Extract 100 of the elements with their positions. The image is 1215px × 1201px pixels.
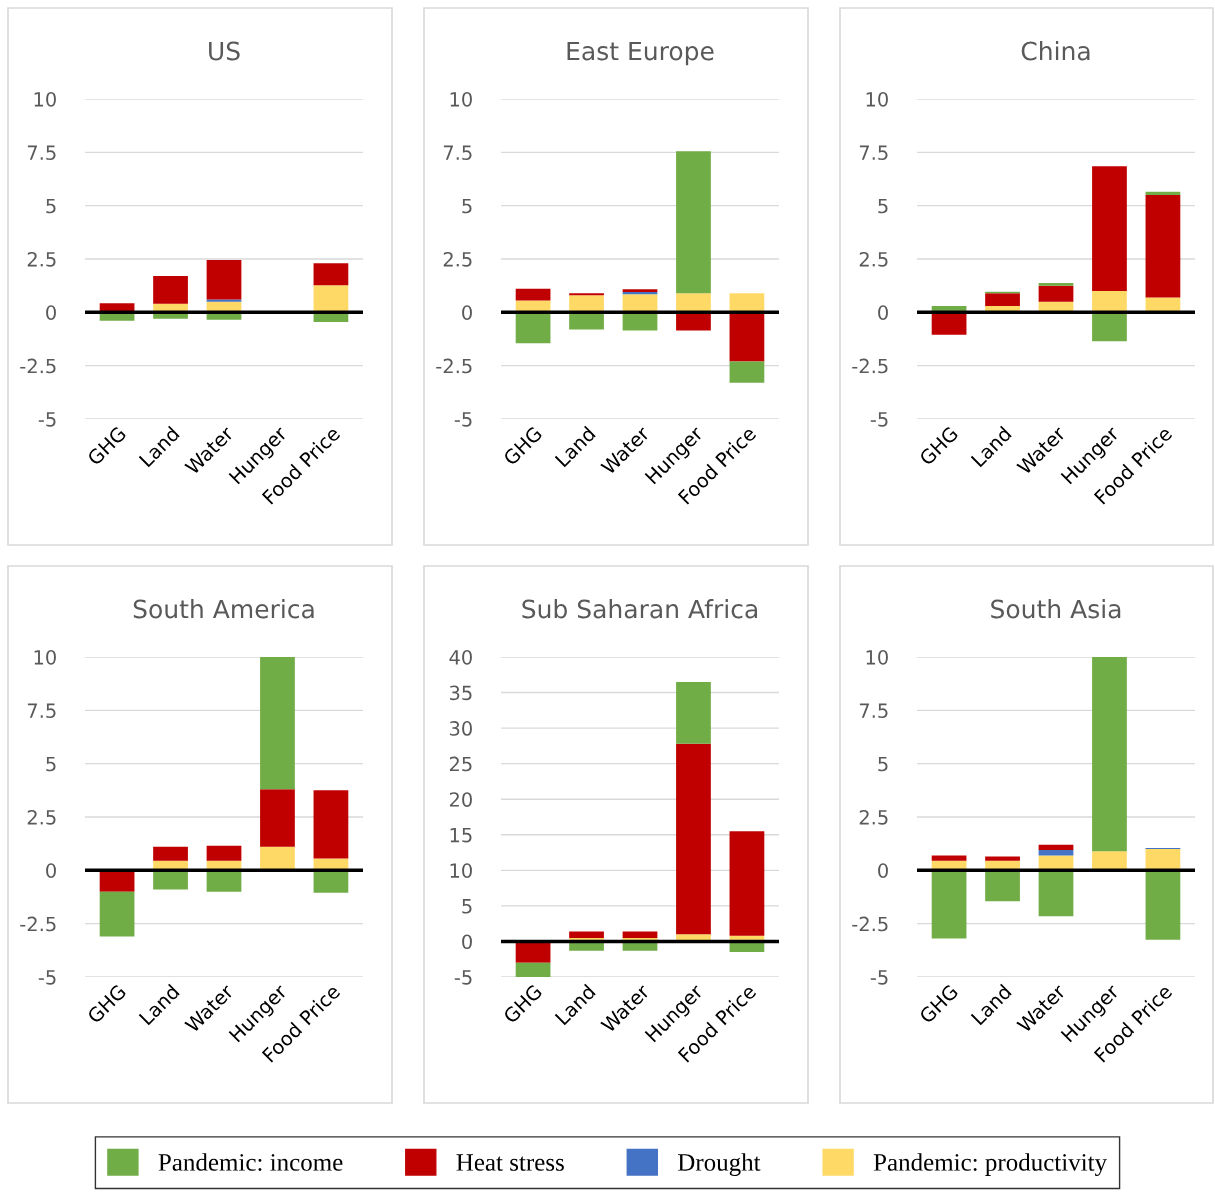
y-tick-label: 2.5: [27, 809, 56, 825]
y-tick-label: 10: [866, 91, 888, 107]
y-tick-label: -5: [38, 970, 56, 985]
y-tick-label: 5: [878, 198, 888, 214]
bar: [729, 831, 765, 936]
bar: [1092, 312, 1127, 342]
bar: [1092, 291, 1127, 313]
y-tick-label: 5: [462, 198, 472, 214]
y-tick-label: 2.5: [859, 809, 888, 825]
y-tick-label: 15: [450, 827, 472, 843]
y-tick-label: 20: [449, 792, 472, 807]
bar: [1145, 191, 1181, 195]
bar: [1092, 657, 1127, 852]
chart-title: Sub Saharan Africa: [522, 599, 758, 619]
legend-label: Heat stress: [456, 1154, 564, 1171]
y-tick-label: 10: [866, 649, 888, 665]
bar: [153, 276, 188, 304]
y-tick-label: 5: [878, 756, 888, 772]
bar: [515, 312, 551, 344]
bar: [206, 845, 242, 861]
y-tick-label: -2.5: [436, 358, 472, 374]
y-tick-label: 35: [449, 685, 472, 701]
bar: [1145, 195, 1181, 298]
y-tick-label: 10: [34, 91, 56, 107]
y-tick-label: 5: [46, 756, 56, 772]
legend-label: Pandemic: productivity: [873, 1153, 1107, 1176]
bar: [206, 870, 242, 892]
bar: [313, 263, 349, 286]
y-tick-label: -2.5: [20, 358, 56, 374]
bar: [99, 870, 135, 892]
bar: [515, 941, 551, 963]
bar: [1038, 282, 1074, 286]
bar: [931, 312, 967, 335]
chart-title: US: [209, 41, 240, 61]
y-tick-label: -5: [38, 412, 56, 427]
y-tick-label: 10: [450, 91, 472, 107]
y-tick-label: 10: [450, 863, 472, 878]
y-tick-label: 7.5: [27, 145, 56, 160]
bar: [1038, 870, 1074, 917]
bar: [729, 312, 765, 362]
bar: [1038, 285, 1074, 302]
y-tick-label: 2.5: [443, 251, 472, 267]
y-tick-label: 30: [449, 721, 472, 736]
y-tick-label: 0: [878, 305, 888, 320]
chart-title: East Europe: [567, 41, 714, 66]
y-tick-label: 5: [46, 198, 56, 214]
bar: [676, 151, 711, 294]
bar: [206, 260, 242, 300]
chart-title: China: [1021, 41, 1090, 61]
y-tick-label: 7.5: [443, 145, 472, 160]
bar: [1145, 849, 1181, 871]
bar: [985, 870, 1020, 902]
bar: [1038, 850, 1074, 856]
bar: [622, 294, 658, 313]
bar: [985, 293, 1020, 306]
bar: [515, 288, 551, 301]
y-tick-label: 5: [462, 899, 472, 914]
y-tick-label: -2.5: [852, 358, 888, 374]
bar: [1038, 855, 1074, 871]
bar: [313, 790, 349, 859]
y-tick-label: 0: [46, 305, 56, 320]
bar: [260, 846, 295, 871]
y-tick-label: -2.5: [20, 916, 56, 932]
y-tick-label: -5: [870, 412, 888, 427]
bar: [1145, 870, 1181, 940]
bar: [1038, 844, 1074, 851]
bar: [153, 870, 188, 890]
bar: [153, 846, 188, 861]
y-tick-label: 7.5: [859, 145, 888, 160]
y-tick-label: 7.5: [859, 703, 888, 718]
bar: [729, 293, 765, 313]
bar: [931, 870, 967, 939]
y-tick-label: 10: [34, 649, 56, 665]
bar: [569, 293, 604, 296]
y-tick-label: 2.5: [27, 251, 56, 267]
bar: [676, 681, 711, 744]
chart-title: South America: [133, 599, 314, 619]
y-tick-label: 0: [462, 305, 472, 320]
legend-label: Drought: [678, 1153, 761, 1176]
y-tick-label: 0: [462, 934, 472, 950]
bar: [99, 891, 135, 937]
y-tick-label: -5: [870, 970, 888, 985]
y-tick-label: 0: [46, 863, 56, 878]
bar: [569, 295, 604, 313]
y-tick-label: -5: [454, 970, 472, 985]
bar: [729, 361, 765, 383]
bar: [313, 285, 349, 313]
bar: [260, 789, 295, 847]
bar: [313, 870, 349, 893]
bar: [1145, 297, 1181, 313]
bar: [1092, 166, 1127, 291]
y-tick-label: -5: [454, 412, 472, 427]
bar: [931, 855, 967, 861]
y-tick-label: 0: [878, 863, 888, 878]
legend-label: Pandemic: income: [158, 1153, 343, 1171]
bar: [622, 931, 658, 938]
y-tick-label: 25: [449, 756, 472, 772]
bar: [676, 293, 711, 313]
bar: [985, 856, 1020, 861]
bar: [569, 931, 604, 938]
